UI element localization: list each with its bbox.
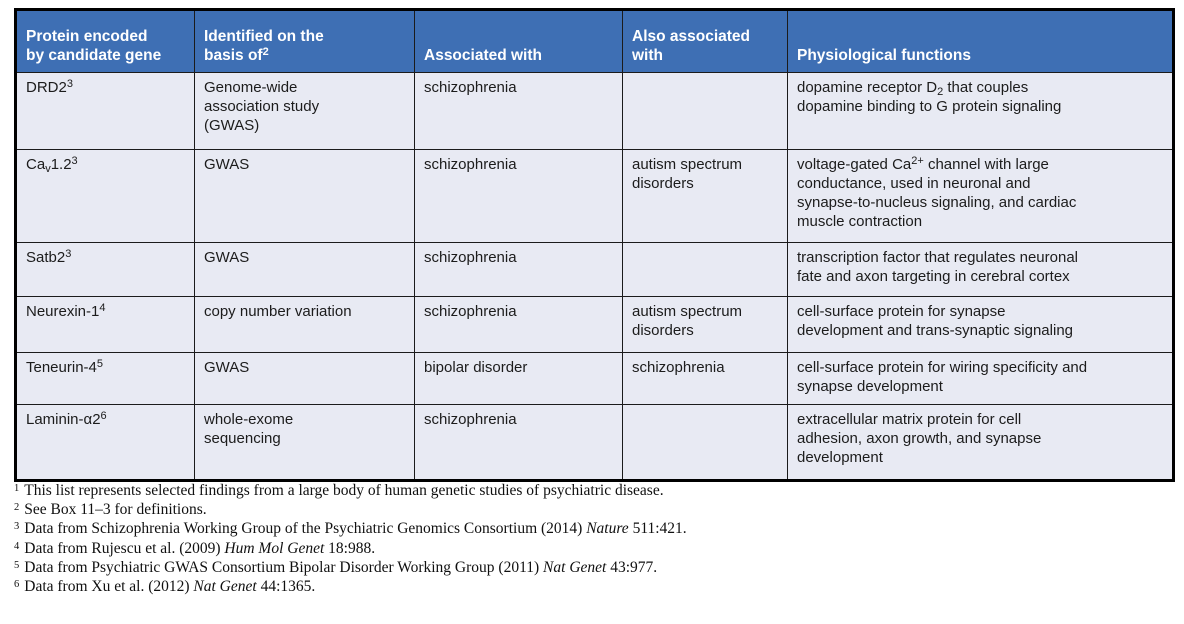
footnote-text: This list represents selected findings f… [24, 482, 664, 499]
table-row-teneurin4: Teneurin-45 GWAS bipolar disorder schizo… [15, 352, 1174, 405]
candidate-gene-table: Protein encoded by candidate gene Identif… [14, 8, 1175, 482]
cell-basis: GWAS [194, 149, 415, 243]
footnote-text: Data from Schizophrenia Working Group of… [24, 520, 687, 538]
footnote-marker: 1 [14, 483, 20, 494]
cell-associated: schizophrenia [414, 404, 623, 481]
footnote-marker: 2 [14, 502, 20, 514]
cell-associated: bipolar disorder [414, 352, 623, 405]
cell-protein: Satb23 [15, 242, 195, 297]
cell-associated: schizophrenia [414, 149, 623, 243]
cell-also-associated [622, 242, 788, 297]
footnote-text: Data from Xu et al. (2012) Nat Genet 44:… [24, 578, 316, 596]
cell-associated: schizophrenia [414, 242, 623, 297]
cell-functions: transcription factor that regulates neur… [787, 242, 1174, 297]
table-row-cav12: Cav1.23 GWAS schizophrenia autism spectr… [15, 149, 1174, 243]
table-row-neurexin1: Neurexin-14 copy number variation schizo… [15, 296, 1174, 353]
footnote-5: 5 Data from Psychiatric GWAS Consortium B… [14, 558, 1164, 577]
header-cell-physiological-functions: Physiological functions [787, 9, 1174, 73]
cell-basis: copy number variation [194, 296, 415, 353]
table-row-drd2: DRD23 Genome-wide association study (GWAS)… [15, 72, 1174, 150]
cell-protein: Laminin-α26 [15, 404, 195, 481]
footnote-6: 6 Data from Xu et al. (2012) Nat Genet 44… [14, 577, 1164, 596]
cell-also-associated [622, 404, 788, 481]
table-row-satb2: Satb23 GWAS schizophrenia transcription … [15, 242, 1174, 297]
cell-also-associated: autism spectrum disorders [622, 149, 788, 243]
footnote-marker: 6 [14, 579, 20, 591]
header-cell-associated-with: Associated with [414, 9, 623, 73]
cell-basis: whole-exome sequencing [194, 404, 415, 481]
cell-functions: cell-surface protein for synapse developm… [787, 296, 1174, 353]
footnote-2: 2 See Box 11–3 for definitions. [14, 500, 1164, 519]
footnote-marker: 3 [14, 521, 20, 533]
footnote-marker: 4 [14, 540, 20, 552]
cell-basis: Genome-wide association study (GWAS) [194, 72, 415, 150]
footnote-text: Data from Rujescu et al. (2009) Hum Mol … [24, 539, 376, 557]
footnote-marker: 5 [14, 559, 20, 571]
cell-associated: schizophrenia [414, 296, 623, 353]
table-row-laminin-a2: Laminin-α26 whole-exome sequencing schizo… [15, 404, 1174, 481]
cell-functions: dopamine receptor D2 that couples dopamin… [787, 72, 1174, 150]
cell-also-associated [622, 72, 788, 150]
cell-functions: voltage-gated Ca2+ channel with large con… [787, 149, 1174, 243]
cell-also-associated: autism spectrum disorders [622, 296, 788, 353]
table-header-row: Protein encoded by candidate gene Identif… [15, 9, 1174, 73]
cell-basis: GWAS [194, 352, 415, 405]
cell-protein: DRD23 [15, 72, 195, 150]
footnote-text: See Box 11–3 for definitions. [24, 501, 207, 519]
header-cell-protein: Protein encoded by candidate gene [15, 9, 195, 73]
footnote-1: 1 This list represents selected findings … [14, 481, 1164, 500]
cell-functions: cell-surface protein for wiring specific… [787, 352, 1174, 405]
cell-protein: Neurexin-14 [15, 296, 195, 353]
cell-protein: Cav1.23 [15, 149, 195, 243]
header-cell-identified-basis: Identified on the basis of2 [194, 9, 415, 73]
footnote-4: 4 Data from Rujescu et al. (2009) Hum Mol… [14, 539, 1164, 558]
footnote-text: Data from Psychiatric GWAS Consortium Bi… [24, 558, 658, 576]
cell-basis: GWAS [194, 242, 415, 297]
footnote-3: 3 Data from Schizophrenia Working Group o… [14, 519, 1164, 538]
cell-associated: schizophrenia [414, 72, 623, 150]
cell-also-associated: schizophrenia [622, 352, 788, 405]
footnotes-block: 1 This list represents selected findings … [14, 481, 1164, 596]
cell-protein: Teneurin-45 [15, 352, 195, 405]
cell-functions: extracellular matrix protein for cell adh… [787, 404, 1174, 481]
header-cell-also-associated-with: Also associated with [622, 9, 788, 73]
